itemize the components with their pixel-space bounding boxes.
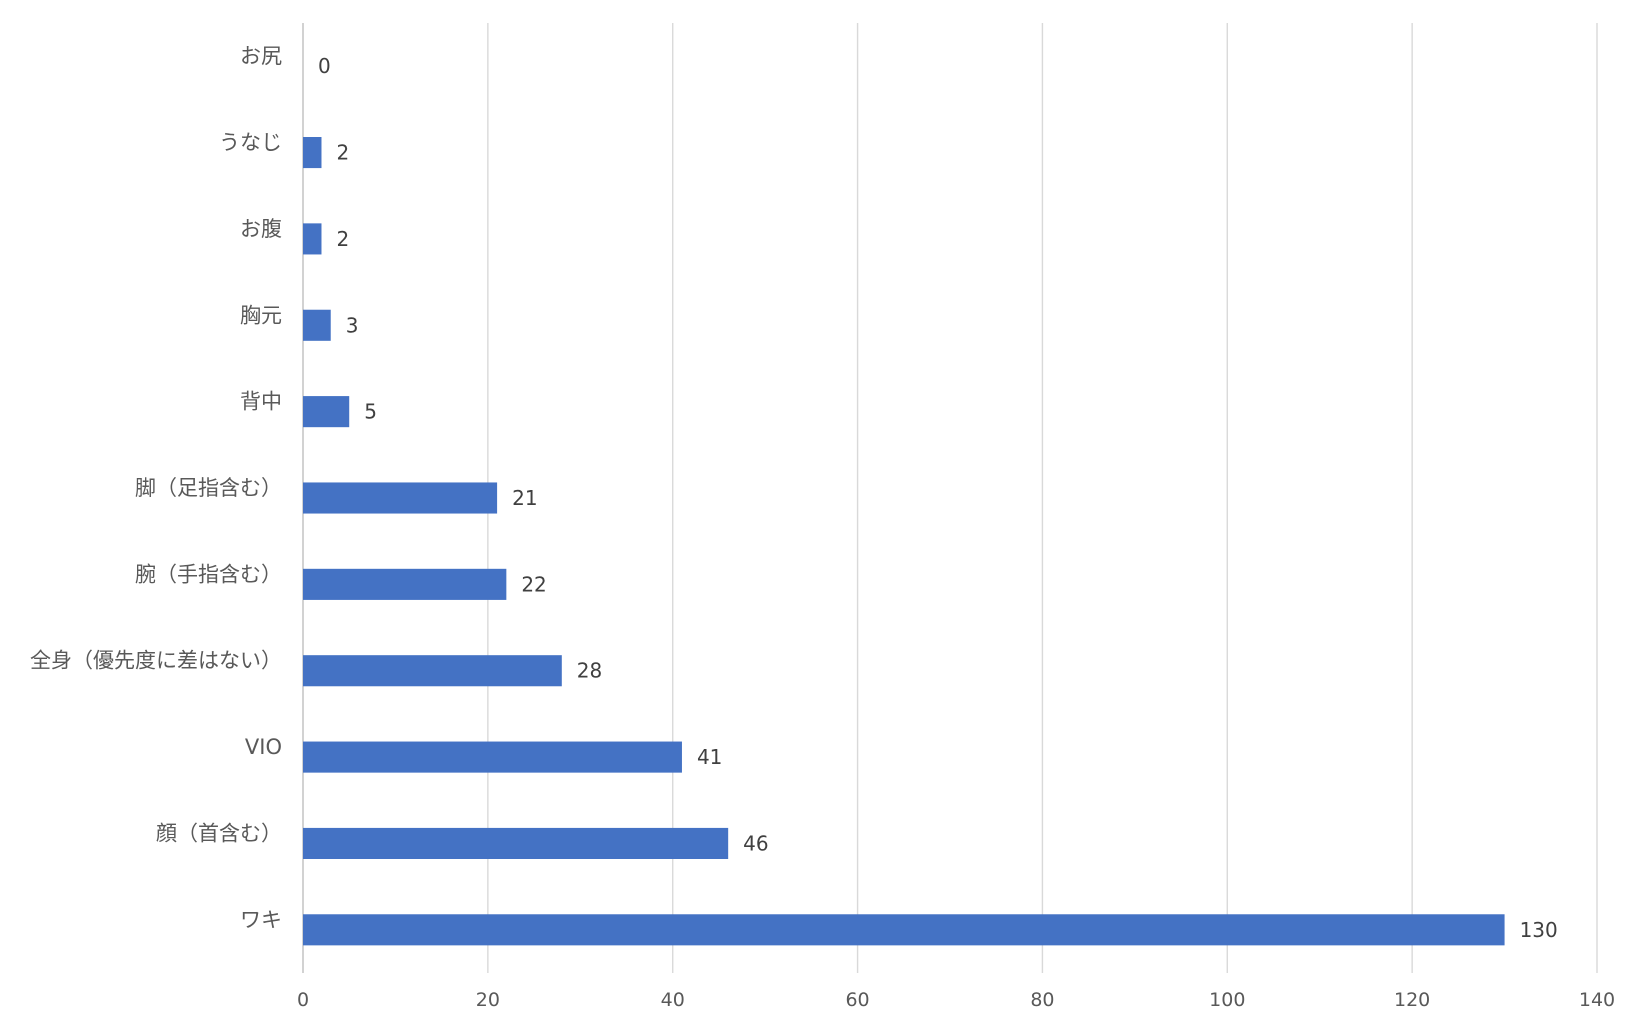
bar [303, 655, 562, 687]
data-label: 28 [577, 659, 602, 683]
data-label: 2 [336, 227, 349, 251]
data-label: 0 [318, 54, 331, 78]
bars [303, 137, 1505, 946]
x-tick-label: 60 [845, 989, 869, 1011]
bar [303, 741, 682, 773]
bar [303, 137, 322, 169]
data-label: 21 [512, 486, 537, 510]
category-axis-labels: ワキ 顔（首含む） VIO 全身（優先度に差はない） 腕（手指含む） 脚（足指含む） 背中 胸… [30, 44, 282, 932]
category-label: 胸元 [240, 303, 282, 327]
category-label: 脚（足指含む） [135, 476, 282, 500]
data-label: 46 [743, 831, 768, 855]
x-tick-label: 0 [297, 989, 309, 1011]
x-tick-label: 80 [1030, 989, 1054, 1011]
data-label: 41 [697, 745, 722, 769]
bar [303, 223, 322, 255]
x-tick-label: 40 [661, 989, 685, 1011]
gridlines [302, 23, 1598, 973]
data-label: 3 [346, 313, 359, 337]
category-label: 腕（手指含む） [135, 562, 282, 586]
category-label: ワキ [240, 908, 282, 932]
x-tick-label: 120 [1394, 989, 1430, 1011]
data-label: 2 [336, 141, 349, 165]
category-label: お腹 [240, 217, 282, 241]
data-label: 130 [1520, 918, 1558, 942]
bar [303, 568, 507, 600]
category-label: 背中 [240, 390, 282, 414]
category-label: うなじ [219, 131, 282, 155]
bar [303, 827, 729, 859]
bar [303, 914, 1505, 946]
category-label: 顔（首含む） [156, 821, 282, 845]
x-tick-label: 100 [1209, 989, 1245, 1011]
category-label: お尻 [240, 44, 282, 68]
category-label: 全身（優先度に差はない） [30, 649, 282, 673]
value-axis-tick-labels: 0 20 40 60 80 100 120 140 [297, 989, 1615, 1011]
bar [303, 396, 350, 428]
data-label: 5 [364, 400, 377, 424]
bar [303, 309, 331, 341]
x-tick-label: 140 [1579, 989, 1615, 1011]
x-tick-label: 20 [476, 989, 500, 1011]
data-label: 22 [521, 572, 546, 596]
bar [303, 482, 498, 514]
category-label: VIO [245, 735, 282, 759]
